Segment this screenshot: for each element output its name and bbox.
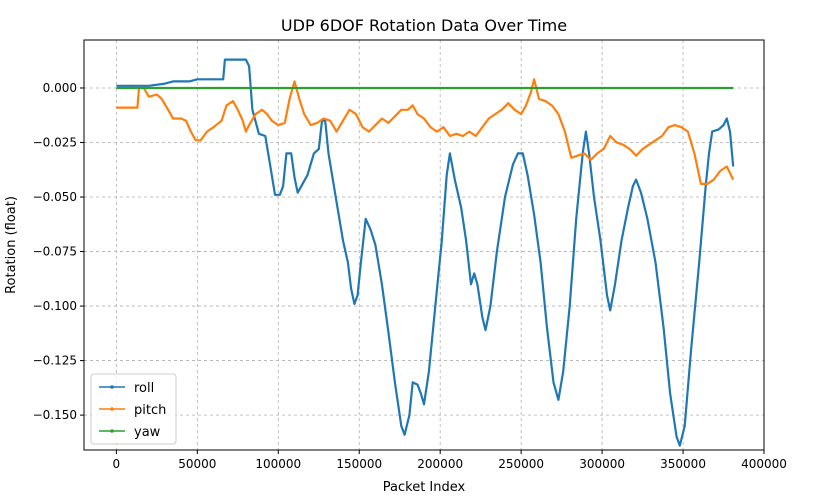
legend-marker-pitch — [110, 407, 114, 411]
y-tick-label: 0.000 — [43, 81, 77, 95]
y-tick-label: −0.150 — [33, 408, 77, 422]
x-tick-label: 400000 — [741, 457, 787, 471]
y-tick-label: −0.075 — [33, 245, 77, 259]
axis-ticks: 0 50000 100000 150000 200000 250000 300000 3500… — [33, 81, 787, 471]
x-tick-label: 100000 — [255, 457, 301, 471]
series-group — [116, 58, 735, 447]
chart-title: UDP 6DOF Rotation Data Over Time — [281, 16, 567, 35]
x-tick-label: 350000 — [660, 457, 706, 471]
legend-label-yaw: yaw — [134, 425, 161, 440]
y-tick-label: −0.125 — [33, 354, 77, 368]
plot-frame — [83, 39, 765, 451]
legend-box — [90, 373, 177, 445]
x-tick-label: 200000 — [417, 457, 463, 471]
x-tick-label: 250000 — [498, 457, 544, 471]
y-tick-label: −0.050 — [33, 190, 77, 204]
legend-marker-roll — [110, 385, 114, 389]
legend-label-roll: roll — [134, 381, 154, 396]
x-tick-label: 50000 — [178, 457, 216, 471]
legend-label-pitch: pitch — [134, 403, 166, 418]
legend-marker-yaw — [110, 429, 114, 433]
x-tick-label: 300000 — [579, 457, 625, 471]
x-axis-label: Packet Index — [383, 480, 466, 495]
y-tick-label: −0.100 — [33, 299, 77, 313]
x-tick-label: 0 — [113, 457, 121, 471]
legend: roll pitch yaw — [90, 373, 177, 445]
series-line-pitch — [116, 78, 735, 185]
series-line-roll — [116, 58, 735, 447]
x-tick-label: 150000 — [336, 457, 382, 471]
y-tick-label: −0.025 — [33, 136, 77, 150]
y-axis-label: Rotation (float) — [4, 196, 19, 294]
